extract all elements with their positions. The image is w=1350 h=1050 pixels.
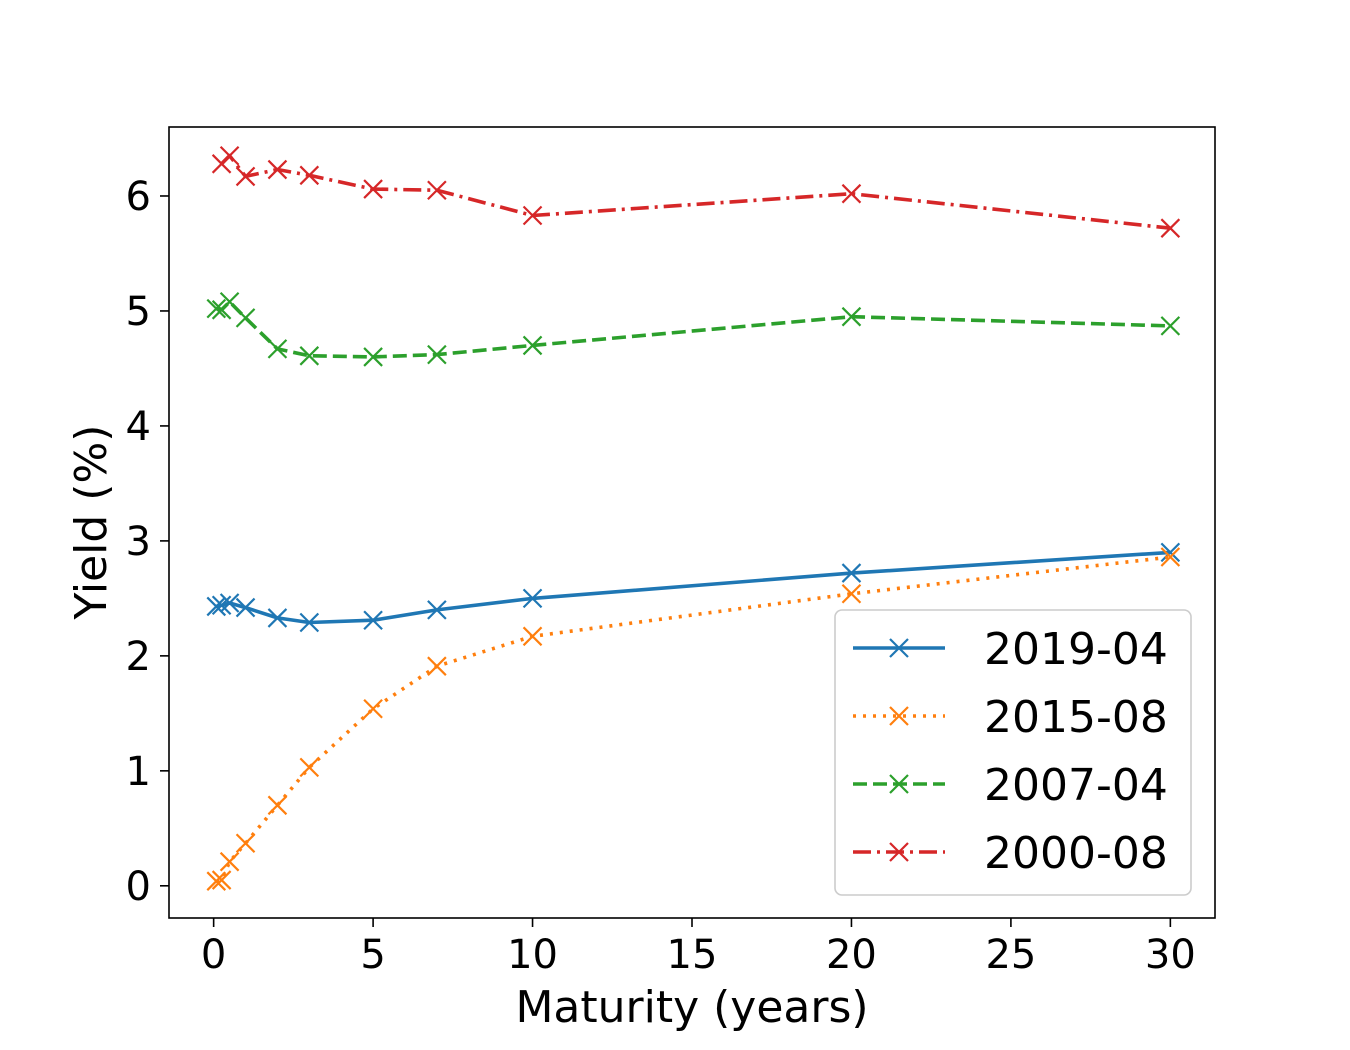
data-point	[299, 346, 320, 366]
series-layer	[206, 145, 1181, 891]
data-point	[1160, 316, 1181, 336]
data-point	[206, 596, 227, 617]
data-point	[299, 757, 320, 778]
y-tick-label: 0	[126, 864, 151, 910]
legend-label: 2007-04	[984, 760, 1168, 811]
data-point	[267, 795, 288, 816]
x-axis: 0 5 10 15 20 25 30	[201, 918, 1196, 978]
series-2019-04	[206, 542, 1181, 633]
data-point	[235, 166, 256, 187]
data-point	[363, 347, 383, 367]
data-point	[522, 588, 543, 609]
data-point	[841, 584, 862, 604]
data-point	[427, 656, 447, 676]
legend-marker	[889, 842, 909, 862]
series-2000-08	[211, 145, 1181, 238]
data-point	[211, 870, 232, 890]
legend-label: 2019-04	[984, 624, 1168, 675]
data-point	[1160, 218, 1181, 238]
data-point	[363, 179, 383, 199]
legend-item: 2000-08	[853, 828, 1168, 879]
data-point	[427, 180, 447, 201]
x-tick-label: 5	[360, 932, 385, 978]
x-tick-label: 20	[826, 932, 877, 978]
x-tick-label: 0	[201, 932, 226, 978]
data-point	[841, 306, 862, 327]
legend-marker	[889, 706, 909, 726]
x-tick-label: 15	[667, 932, 718, 978]
legend: 2019-04 2015-08 2007-04 2000-08	[834, 609, 1192, 896]
y-axis-label: Yield (%)	[66, 425, 117, 621]
data-point	[267, 159, 288, 180]
legend-label: 2000-08	[984, 828, 1168, 879]
data-point	[219, 593, 240, 613]
data-point	[363, 698, 383, 719]
data-point	[235, 308, 256, 328]
x-tick-label: 30	[1145, 932, 1196, 978]
data-point	[267, 339, 288, 359]
data-point	[522, 205, 543, 226]
legend-item: 2019-04	[853, 624, 1168, 675]
legend-box	[834, 609, 1192, 896]
data-point	[1160, 542, 1181, 563]
x-tick-label: 25	[985, 932, 1036, 978]
data-point	[363, 610, 383, 631]
data-point	[841, 183, 862, 204]
data-point	[219, 851, 240, 872]
data-point	[219, 145, 240, 166]
y-tick-label: 4	[126, 404, 151, 450]
x-tick-label: 10	[507, 932, 558, 978]
data-point	[219, 291, 240, 312]
data-point	[206, 871, 227, 891]
y-tick-label: 1	[126, 749, 151, 795]
series-2015-08	[206, 547, 1181, 891]
legend-item: 2007-04	[853, 760, 1168, 811]
data-point	[267, 608, 288, 628]
y-tick-label: 2	[126, 634, 151, 680]
legend-label: 2015-08	[984, 692, 1168, 743]
data-point	[427, 600, 447, 620]
y-axis: 0 1 2 3 4 5 6	[126, 174, 169, 910]
data-point	[206, 298, 227, 319]
series-line	[220, 153, 1171, 230]
data-point	[299, 165, 320, 186]
data-point	[522, 335, 543, 356]
data-point	[235, 833, 256, 854]
data-point	[841, 563, 862, 583]
data-point	[235, 597, 256, 618]
series-2007-04	[206, 291, 1181, 367]
data-point	[427, 344, 447, 365]
data-point	[1160, 547, 1181, 567]
data-point	[211, 595, 232, 616]
legend-marker	[889, 638, 909, 658]
y-tick-label: 6	[126, 174, 151, 220]
legend-item: 2015-08	[853, 692, 1168, 743]
y-tick-label: 3	[126, 519, 151, 565]
legend-marker	[889, 774, 909, 794]
data-point	[522, 626, 543, 647]
data-point	[299, 612, 320, 633]
x-axis-label: Maturity (years)	[515, 982, 868, 1033]
y-tick-label: 5	[126, 289, 151, 335]
